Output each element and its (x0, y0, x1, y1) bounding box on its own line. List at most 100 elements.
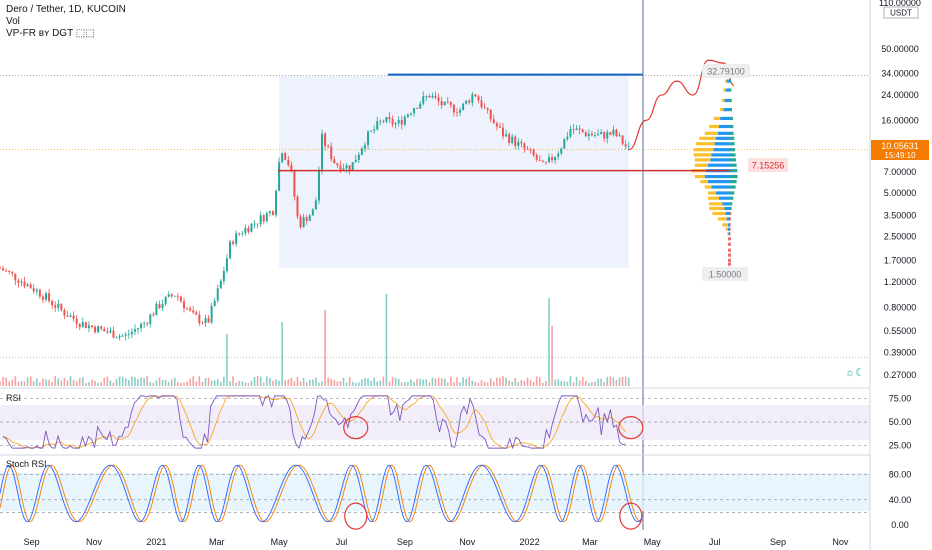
candle-body (118, 335, 121, 338)
candle-body (566, 136, 569, 139)
volume-bar (557, 379, 559, 386)
volume-bar (404, 381, 406, 386)
price-axis[interactable]: 50.0000034.0000024.0000016.0000011.00000… (881, 44, 919, 530)
candle-body (115, 337, 118, 339)
volume-bar (14, 376, 17, 386)
vp-bar-up (728, 253, 731, 257)
candle-body (422, 96, 425, 104)
volume-bar (94, 380, 96, 386)
volume-bar (220, 382, 222, 386)
volume-bar (39, 382, 41, 386)
candle-body (541, 160, 544, 162)
vp-bar-up (728, 258, 731, 262)
volume-bar (627, 377, 630, 386)
volume-bar (232, 376, 234, 386)
candle-body (431, 95, 434, 98)
vp-bar-delta (730, 196, 734, 200)
vp-bar-down (725, 227, 728, 231)
volume-bar (545, 380, 547, 386)
vp-bar-up (728, 242, 731, 246)
candle-body (517, 141, 520, 146)
symbol-title: Dero / Tether, 1D, KUCOIN (6, 4, 126, 15)
time-tick-label: Mar (582, 537, 598, 547)
svg-text:10.05631: 10.05631 (881, 141, 919, 151)
volume-bar (376, 381, 379, 386)
candle-body (593, 135, 596, 137)
volume-bar (2, 376, 4, 386)
volume-bar (382, 376, 385, 386)
candle-body (492, 119, 495, 124)
volume-bar (112, 382, 115, 386)
current-price-badge: 10.05631 15:49:10 (871, 140, 929, 160)
candle-body (600, 132, 603, 135)
volume-bar (456, 377, 458, 386)
candle-body (20, 281, 23, 283)
poc-label: 7.15256 (748, 158, 788, 172)
candles[interactable] (0, 91, 630, 341)
vp-bar-down (727, 232, 729, 236)
volume-bar (124, 378, 127, 386)
candle-body (612, 129, 615, 135)
vp-bar-delta (730, 124, 734, 129)
candle-body (406, 114, 409, 117)
candle-body (287, 159, 290, 165)
volume-bar (315, 377, 317, 386)
volume-bar (60, 380, 63, 386)
volume-bar (78, 378, 81, 386)
rsi-pane (0, 395, 870, 450)
candle-body (241, 233, 244, 235)
candle-body (575, 128, 578, 130)
candle-body (314, 200, 317, 210)
volume-bar (388, 381, 391, 386)
volume-bar (511, 381, 513, 386)
stoch-tick-label: 0.00 (891, 520, 909, 530)
candle-body (547, 157, 550, 163)
volume-bar (529, 380, 532, 386)
vp-bar-up (726, 79, 730, 83)
candle-body (0, 268, 1, 269)
volume-bar (566, 381, 569, 386)
time-tick-label: Nov (459, 537, 476, 547)
candle-body (152, 314, 155, 316)
candle-body (167, 294, 170, 297)
candle-body (452, 104, 455, 113)
vp-bar-up (708, 180, 730, 184)
volume-bar (5, 377, 7, 386)
candle-body (342, 168, 345, 170)
low-label: 1.50000 (702, 267, 748, 281)
vp-bar-delta (730, 98, 732, 103)
candle-body (551, 157, 554, 161)
candle-body (158, 303, 161, 309)
candle-body (465, 100, 468, 104)
top-price-label: 110.00000 USDT (879, 0, 921, 19)
time-axis[interactable]: Sep Nov 2021 Mar May Jul Sep Nov 2022 Mar May Jul Se… (24, 537, 849, 547)
vp-bar-delta (730, 223, 731, 227)
candle-body (290, 164, 293, 171)
volume-bar (591, 381, 593, 386)
indicator-settings-icon[interactable]: ☼☾ (845, 367, 865, 379)
candle-body (179, 296, 182, 302)
volume-bar (385, 294, 388, 386)
candle-body (336, 163, 339, 166)
volume-bar (499, 377, 501, 386)
candle-body (618, 135, 621, 137)
candle-body (508, 134, 511, 143)
candle-body (557, 153, 560, 157)
candle-body (609, 132, 612, 135)
candle-body (5, 270, 8, 272)
candle-body (229, 241, 232, 259)
volume-bar (597, 378, 599, 386)
candle-body (161, 304, 164, 309)
candle-body (219, 280, 222, 289)
projection-line (628, 59, 735, 151)
vp-bar-up (725, 88, 730, 92)
time-tick-label: Jul (336, 537, 348, 547)
vp-bar-up (713, 148, 730, 152)
vp-bar-down (695, 142, 715, 146)
candle-body (563, 138, 566, 149)
time-tick-label: Nov (86, 537, 103, 547)
volume-bar (229, 381, 231, 386)
candle-body (587, 133, 590, 137)
volume-bar (440, 378, 443, 386)
